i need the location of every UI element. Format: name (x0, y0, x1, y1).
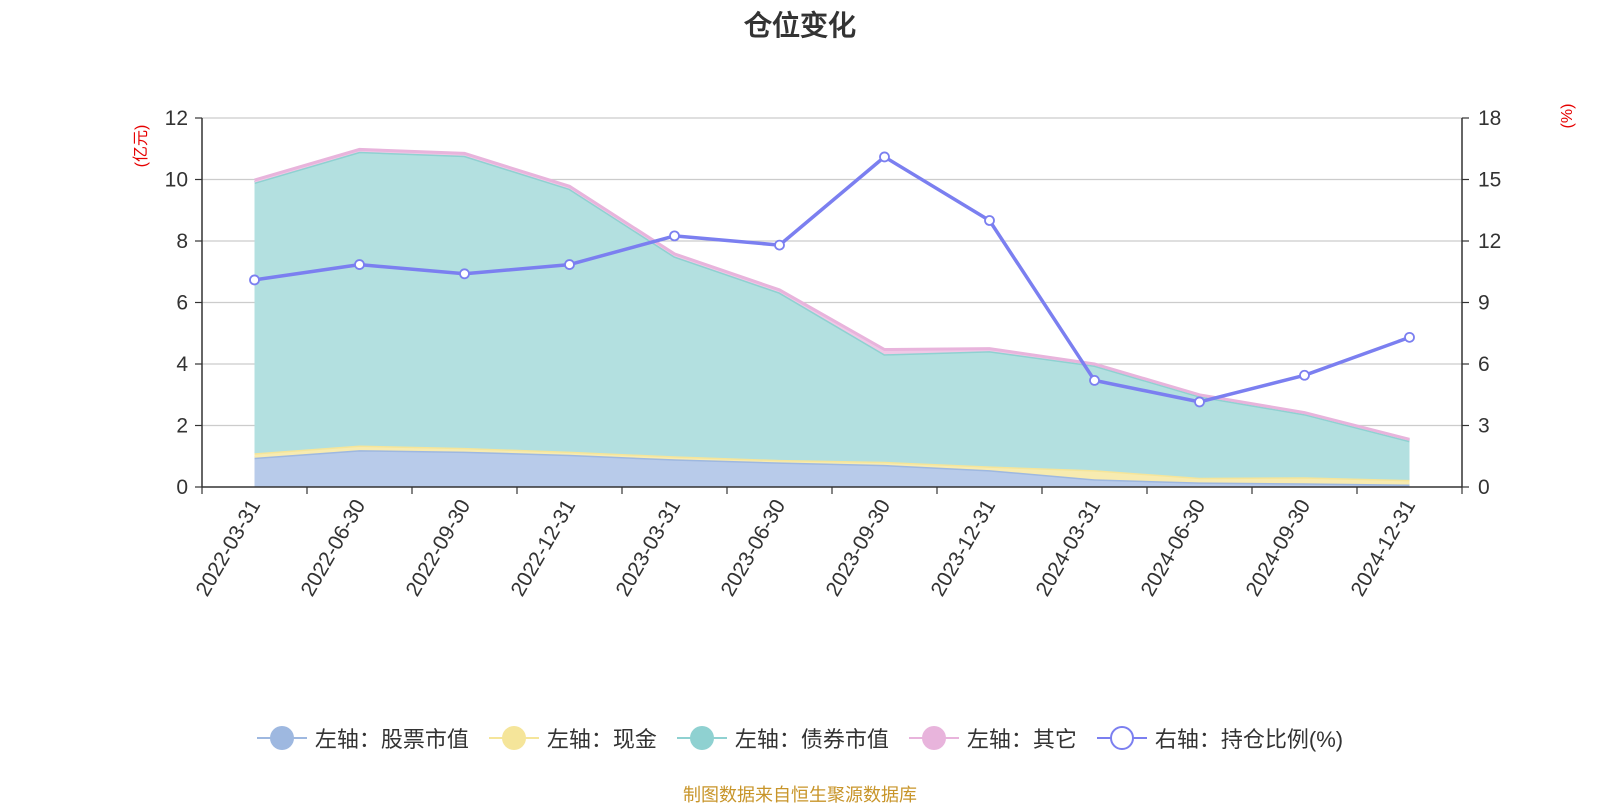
legend-label-bond: 左轴：债券市值 (734, 727, 889, 752)
right-tick-label: 3 (1478, 415, 1490, 438)
area-series-0 (254, 450, 1410, 487)
legend-swatch-other-icon (908, 726, 959, 750)
ratio-point[interactable] (1299, 369, 1310, 381)
ratio-line (254, 155, 1411, 404)
x-tick-label: 2024-09-30 (1242, 496, 1316, 601)
right-tick-label: 12 (1478, 230, 1501, 253)
x-tick-label: 2022-09-30 (402, 496, 476, 601)
legend-label-stock: 左轴：股票市值 (314, 727, 469, 752)
ratio-point[interactable] (564, 259, 575, 270)
legend: 左轴：股票市值 左轴：现金 左轴：债券市值 左轴：其它 右轴：持仓比例(%) (0, 722, 1600, 754)
legend-item-bond[interactable]: 左轴：债券市值 (676, 722, 889, 754)
ratio-point[interactable] (1089, 374, 1100, 386)
legend-item-cash[interactable]: 左轴：现金 (488, 722, 657, 754)
legend-item-stock[interactable]: 左轴：股票市值 (256, 722, 469, 754)
right-axis-label: (%) (1559, 104, 1576, 129)
right-tick-label: 15 (1478, 169, 1501, 192)
chart-title: 仓位变化 (743, 10, 856, 41)
ratio-point[interactable] (879, 151, 890, 163)
x-tick-label: 2022-03-31 (192, 496, 266, 601)
ratio-point[interactable] (984, 215, 995, 226)
legend-swatch-stock-icon (256, 726, 307, 750)
ratio-point[interactable] (669, 230, 680, 242)
x-tick-label: 2022-12-31 (507, 496, 581, 601)
left-tick-label: 0 (176, 476, 188, 499)
right-tick-label: 18 (1478, 107, 1501, 130)
x-tick-label: 2023-12-31 (927, 496, 1001, 601)
legend-label-ratio: 右轴：持仓比例(%) (1154, 727, 1344, 752)
ratio-point[interactable] (774, 239, 785, 251)
legend-swatch-ratio-icon (1096, 726, 1147, 750)
ratio-point[interactable] (1404, 331, 1415, 343)
ratio-point[interactable] (1194, 396, 1205, 408)
ratio-point[interactable] (459, 268, 470, 280)
x-tick-label: 2023-03-31 (612, 496, 686, 601)
source-note: 制图数据来自恒生聚源数据库 (683, 785, 917, 805)
left-tick-label: 10 (165, 169, 188, 192)
x-tick-label: 2022-06-30 (297, 496, 371, 601)
left-tick-label: 8 (176, 230, 188, 253)
legend-label-other: 左轴：其它 (966, 727, 1077, 752)
legend-label-cash: 左轴：现金 (546, 727, 657, 752)
left-tick-label: 2 (176, 415, 188, 438)
left-axis-label: (亿元) (132, 125, 150, 168)
legend-item-other[interactable]: 左轴：其它 (908, 722, 1077, 754)
ratio-point[interactable] (249, 274, 260, 286)
legend-swatch-bond-icon (676, 726, 727, 750)
left-tick-label: 12 (165, 107, 188, 130)
left-tick-label: 4 (176, 353, 188, 376)
legend-item-ratio[interactable]: 右轴：持仓比例(%) (1096, 722, 1344, 754)
right-tick-label: 9 (1478, 292, 1490, 315)
x-tick-label: 2024-03-31 (1032, 496, 1106, 601)
line-layer (249, 151, 1415, 408)
x-tick-label: 2023-06-30 (717, 496, 791, 601)
area-series-2 (254, 151, 1410, 480)
x-tick-label: 2024-06-30 (1137, 496, 1211, 601)
area-series-1 (254, 445, 1410, 485)
area-layer (254, 147, 1410, 487)
ratio-point[interactable] (354, 259, 365, 270)
area-edge-series-1 (254, 443, 1410, 482)
x-tick-label: 2023-09-30 (822, 496, 896, 601)
right-tick-label: 0 (1478, 476, 1490, 499)
legend-swatch-cash-icon (488, 726, 539, 750)
right-tick-label: 6 (1478, 353, 1490, 376)
left-tick-label: 6 (176, 292, 188, 315)
x-tick-label: 2024-12-31 (1347, 496, 1421, 601)
